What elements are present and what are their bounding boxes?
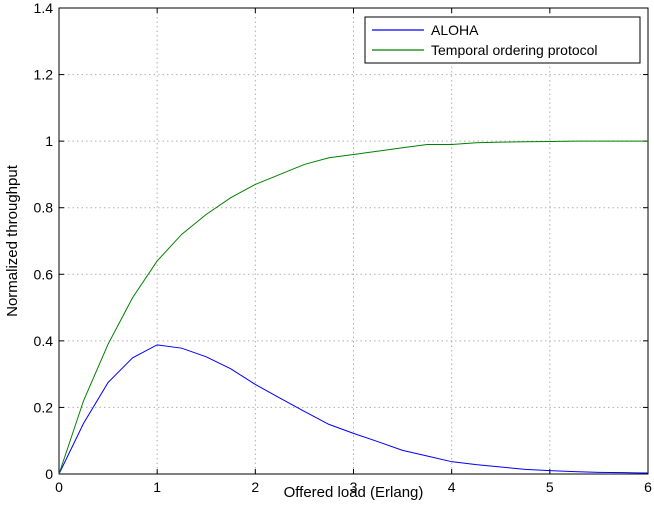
x-axis-label: Offered load (Erlang): [284, 484, 424, 501]
x-tick-label: 5: [546, 479, 554, 495]
grid: [59, 8, 648, 474]
y-tick-label: 0.6: [34, 266, 54, 282]
y-tick-label: 0.4: [34, 333, 54, 349]
series-line-temporal-ordering: [58, 140, 648, 475]
x-tick-label: 3: [350, 479, 358, 495]
legend-entry-temporal-ordering: Temporal ordering protocol: [431, 42, 598, 58]
series-lines: [58, 140, 649, 475]
y-tick-label: 0.8: [34, 200, 54, 216]
x-tick-label: 2: [251, 479, 259, 495]
y-tick-label: 1.4: [34, 0, 54, 16]
y-tick-label: 0: [45, 466, 53, 482]
legend: ALOHA Temporal ordering protocol: [364, 16, 641, 64]
series-line-aloha: [58, 344, 649, 475]
legend-entry-aloha: ALOHA: [431, 22, 479, 38]
x-tick-label: 1: [153, 479, 161, 495]
axis-ticks: 0 1 2 3 4 5 6 0 0.2 0.4 0.6 0.8 1 1.2 1.4: [34, 0, 653, 495]
y-tick-label: 0.2: [34, 399, 54, 415]
y-tick-label: 1: [45, 133, 53, 149]
legend-box: [364, 16, 641, 64]
x-tick-label: 6: [644, 479, 652, 495]
x-tick-label: 0: [55, 479, 63, 495]
y-tick-label: 1.2: [34, 67, 54, 83]
y-axis-label: Normalized throughput: [4, 164, 21, 317]
x-tick-label: 4: [448, 479, 456, 495]
